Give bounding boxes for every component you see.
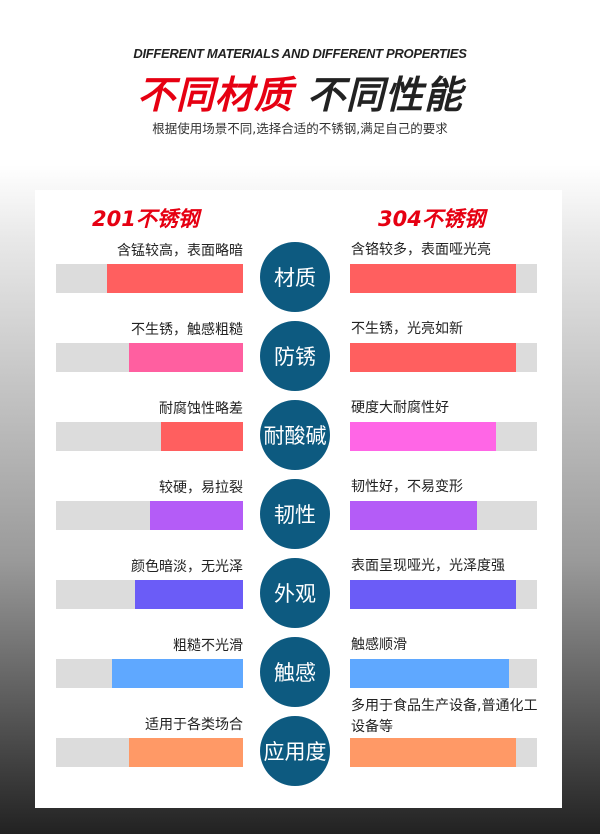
right-bar-fill: [350, 580, 517, 609]
left-bar-fill: [128, 343, 243, 372]
left-bar-fill: [112, 659, 243, 688]
right-bar-fill: [350, 501, 478, 530]
right-description: 硬度大耐腐性好: [351, 400, 449, 416]
comparison-row: 不生锈，触感粗糙 防锈 不生锈，光亮如新: [0, 319, 600, 398]
right-bar-track: [350, 264, 537, 293]
right-description: 触感顺滑: [351, 637, 407, 653]
right-description: 不生锈，光亮如新: [351, 321, 463, 337]
left-bar-track: [56, 422, 243, 451]
comparison-row: 含锰较高，表面略暗 材质 含铬较多，表面哑光亮: [0, 240, 600, 319]
description: 根据使用场景不同,选择合适的不锈钢,满足自己的要求: [152, 121, 448, 136]
property-badge: 韧性: [260, 479, 330, 549]
left-bar-fill: [134, 580, 243, 609]
left-bar-fill: [160, 422, 243, 451]
left-bar-fill: [106, 264, 243, 293]
left-bar-fill: [128, 738, 243, 767]
comparison-row: 颜色暗淡，无光泽 外观 表面呈现哑光，光泽度强: [0, 556, 600, 635]
right-bar-track: [350, 422, 537, 451]
left-bar-fill: [149, 501, 243, 530]
left-column-header: 201不锈钢: [92, 207, 199, 231]
right-bar-fill: [350, 659, 509, 688]
comparison-row: 较硬，易拉裂 韧性 韧性好，不易变形: [0, 477, 600, 556]
right-bar-fill: [350, 343, 517, 372]
left-description: 较硬，易拉裂: [159, 480, 243, 496]
right-bar-track: [350, 738, 537, 767]
left-bar-track: [56, 580, 243, 609]
right-description: 多用于食品生产设备,普通化工设备等: [351, 698, 538, 735]
right-bar-track: [350, 659, 537, 688]
left-description: 含锰较高，表面略暗: [117, 243, 243, 259]
right-description: 韧性好，不易变形: [351, 479, 463, 495]
property-badge: 外观: [260, 558, 330, 628]
left-bar-track: [56, 501, 243, 530]
right-column-header: 304不锈钢: [378, 207, 485, 231]
property-badge: 触感: [260, 637, 330, 707]
right-bar-track: [350, 580, 537, 609]
property-badge: 耐酸碱: [260, 400, 330, 470]
left-description: 不生锈，触感粗糙: [131, 322, 243, 338]
title-black: 不同性能: [307, 73, 464, 117]
left-bar-track: [56, 264, 243, 293]
left-description: 粗糙不光滑: [173, 638, 243, 654]
comparison-row: 粗糙不光滑 触感 触感顺滑: [0, 635, 600, 714]
left-bar-track: [56, 659, 243, 688]
left-bar-track: [56, 738, 243, 767]
english-subtitle: DIFFERENT MATERIALS AND DIFFERENT PROPER…: [133, 46, 467, 61]
right-description: 表面呈现哑光，光泽度强: [351, 558, 505, 574]
right-bar-fill: [350, 422, 496, 451]
right-bar-fill: [350, 738, 517, 767]
property-badge: 应用度: [260, 716, 330, 786]
right-bar-track: [350, 501, 537, 530]
property-badge: 材质: [260, 242, 330, 312]
left-description: 适用于各类场合: [145, 717, 243, 733]
comparison-row: 适用于各类场合 应用度 多用于食品生产设备,普通化工设备等: [0, 698, 600, 793]
comparison-row: 耐腐蚀性略差 耐酸碱 硬度大耐腐性好: [0, 398, 600, 477]
right-bar-track: [350, 343, 537, 372]
left-description: 耐腐蚀性略差: [159, 401, 243, 417]
title-red: 不同材质: [136, 73, 293, 117]
property-badge: 防锈: [260, 321, 330, 391]
left-description: 颜色暗淡，无光泽: [131, 559, 243, 575]
page-title: 不同材质 不同性能: [0, 64, 600, 119]
left-bar-track: [56, 343, 243, 372]
right-bar-fill: [350, 264, 517, 293]
right-description: 含铬较多，表面哑光亮: [351, 242, 491, 258]
